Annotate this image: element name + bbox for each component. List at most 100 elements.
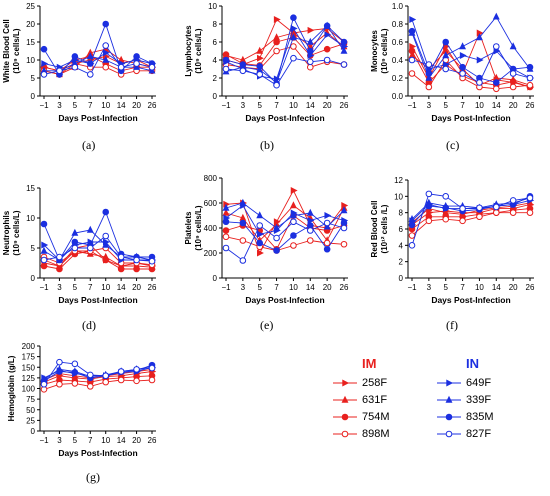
legend: IM IN 258F 631F 754M 898M 649F 339F 835M 827F xyxy=(332,356,542,452)
data-point-339F xyxy=(71,228,79,236)
data-point-339F xyxy=(340,46,348,54)
data-point-835M xyxy=(273,247,280,254)
x-tick-label: 26 xyxy=(340,101,349,110)
panel-label-c: (c) xyxy=(446,138,460,152)
data-point-898M xyxy=(56,380,63,388)
data-point-827F xyxy=(56,253,63,261)
data-point-835M xyxy=(425,202,433,210)
panel-label-a: (a) xyxy=(82,138,96,152)
x-tick-label: 20 xyxy=(509,101,518,110)
data-point-827F xyxy=(408,56,416,64)
y-tick-label: 100 xyxy=(22,385,36,394)
data-point-898M xyxy=(526,81,534,89)
legend-entry-label: 339F xyxy=(466,394,492,406)
data-point-827F xyxy=(526,74,534,82)
data-point-827F xyxy=(442,193,450,200)
data-point-827F xyxy=(40,256,48,264)
series-line-631F xyxy=(411,202,531,223)
data-point-827F xyxy=(117,63,125,71)
legend-swatch xyxy=(437,430,461,438)
series-line-835M xyxy=(411,31,531,83)
x-tick-label: 20 xyxy=(323,283,332,292)
data-point-835M xyxy=(290,14,297,22)
data-point-827F xyxy=(117,253,125,261)
x-tick-label: 14 xyxy=(306,283,315,292)
data-point-827F xyxy=(273,81,280,89)
y-tick-label: 8 xyxy=(399,209,404,218)
data-point-827F xyxy=(40,380,48,388)
data-point-339F xyxy=(306,37,314,45)
y-tick-label: 10 xyxy=(394,192,403,201)
y-tick-label: 15 xyxy=(26,38,35,47)
data-point-898M xyxy=(133,377,140,385)
x-tick-label: −1 xyxy=(39,436,49,445)
y-tick-label: 400 xyxy=(204,224,218,233)
data-point-898M xyxy=(102,378,110,386)
data-point-827F xyxy=(459,205,466,212)
x-tick-label: 3 xyxy=(57,283,62,292)
x-tick-label: 3 xyxy=(57,101,62,110)
data-point-827F xyxy=(56,358,63,366)
y-tick-label: 6 xyxy=(399,225,404,234)
y-axis-label: (10⁹ cells/L) xyxy=(12,210,21,255)
x-axis-label: Days Post-Infection xyxy=(431,295,510,305)
data-point-835M xyxy=(86,60,94,67)
x-tick-label: 10 xyxy=(289,101,298,110)
data-point-835M xyxy=(133,53,140,60)
y-axis-label: Platelets xyxy=(184,211,193,244)
data-point-835M xyxy=(222,56,230,64)
x-tick-label: −1 xyxy=(407,283,417,292)
series-898M xyxy=(222,233,348,254)
series-827F xyxy=(40,358,156,388)
data-point-339F xyxy=(509,42,517,50)
y-tick-label: 200 xyxy=(22,342,36,351)
series-827F xyxy=(222,218,348,264)
y-tick-label: 8 xyxy=(213,20,218,29)
data-point-835M xyxy=(425,70,433,77)
data-point-827F xyxy=(86,244,94,252)
data-point-827F xyxy=(256,71,264,78)
y-axis-label: Lymphocytes xyxy=(184,25,193,77)
x-axis-label: Days Post-Infection xyxy=(431,113,510,123)
legend-swatch xyxy=(333,430,357,438)
data-point-827F xyxy=(290,218,297,226)
y-tick-label: 0.6 xyxy=(392,38,404,47)
data-point-835M xyxy=(256,239,264,247)
data-point-649F xyxy=(41,241,49,249)
x-tick-label: 20 xyxy=(132,101,141,110)
y-tick-label: 5 xyxy=(31,74,36,83)
data-point-827F xyxy=(102,42,110,49)
x-tick-label: −1 xyxy=(39,283,49,292)
x-tick-label: 7 xyxy=(88,436,93,445)
data-point-827F xyxy=(306,58,314,66)
y-tick-label: 25 xyxy=(26,2,35,11)
x-tick-label: 10 xyxy=(475,283,484,292)
data-point-827F xyxy=(133,366,140,373)
data-point-827F xyxy=(476,204,483,212)
data-point-754M xyxy=(222,227,230,234)
y-tick-label: 125 xyxy=(22,374,36,383)
data-point-827F xyxy=(86,371,94,379)
data-point-339F xyxy=(86,225,94,233)
data-point-631F xyxy=(256,46,264,54)
data-point-835M xyxy=(239,61,247,68)
data-point-898M xyxy=(290,43,297,50)
y-tick-label: 0.8 xyxy=(392,20,404,29)
data-point-258F xyxy=(290,187,298,194)
panel-label-b: (b) xyxy=(260,138,274,152)
y-tick-label: 600 xyxy=(204,199,218,208)
x-tick-label: 10 xyxy=(289,283,298,292)
series-827F xyxy=(408,43,534,86)
x-tick-label: 7 xyxy=(88,283,93,292)
data-point-827F xyxy=(239,67,247,75)
x-tick-label: 14 xyxy=(492,101,501,110)
x-tick-label: 10 xyxy=(101,283,110,292)
data-point-898M xyxy=(509,83,517,91)
y-tick-label: 10 xyxy=(208,2,217,11)
x-tick-label: 5 xyxy=(73,283,78,292)
y-tick-label: 10 xyxy=(26,214,35,223)
x-tick-label: 3 xyxy=(427,101,432,110)
data-point-649F xyxy=(324,31,332,39)
